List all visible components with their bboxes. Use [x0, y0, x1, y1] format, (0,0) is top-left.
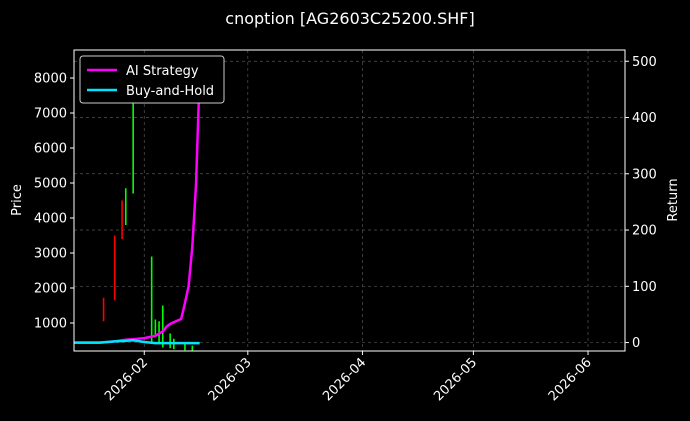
x-tick-label: 2026-06: [546, 355, 595, 404]
line-series: [74, 72, 201, 345]
y-axis-left-label: Price: [10, 184, 25, 216]
legend-label-ai-strategy: AI Strategy: [126, 64, 199, 79]
plot-frame: [73, 49, 626, 352]
y-left-tick-label: 8000: [34, 72, 67, 87]
y-right-tick-label: 0: [632, 336, 640, 351]
x-tick-label: 2026-05: [431, 355, 480, 404]
y-left-tick-label: 4000: [34, 212, 67, 227]
chart-title: cnoption [AG2603C25200.SHF]: [225, 9, 474, 28]
x-tick-label: 2026-03: [206, 355, 255, 404]
legend-label-buy-and-hold: Buy-and-Hold: [126, 84, 214, 99]
x-tick-label: 2026-04: [320, 355, 369, 404]
legend: AI Strategy Buy-and-Hold: [79, 55, 225, 104]
y-left-tick-label: 7000: [34, 107, 67, 122]
series-line-buy-and-hold: [74, 339, 200, 345]
y-right-tick-label: 300: [632, 167, 657, 182]
y-axis-right-label: Return: [666, 178, 681, 221]
y-right-tick-label: 400: [632, 111, 657, 126]
x-axis: 2026-02 2026-03 2026-04 2026-05 2026-06: [102, 351, 595, 404]
series-line-ai-strategy: [74, 72, 201, 344]
candlestick-series: [102, 60, 194, 351]
y-right-tick-label: 500: [632, 55, 657, 70]
y-right-tick-label: 100: [632, 280, 657, 295]
x-tick-label: 2026-02: [102, 355, 151, 404]
y-axis-left: 1000 2000 3000 4000 5000 6000 7000 8000: [34, 72, 74, 332]
y-left-tick-label: 3000: [34, 247, 67, 262]
y-left-tick-label: 2000: [34, 282, 67, 297]
y-axis-right: 0 100 200 300 400 500: [625, 55, 657, 351]
y-left-tick-label: 6000: [34, 142, 67, 157]
y-left-tick-label: 1000: [34, 317, 67, 332]
y-right-tick-label: 200: [632, 224, 657, 239]
y-left-tick-label: 5000: [34, 177, 67, 192]
